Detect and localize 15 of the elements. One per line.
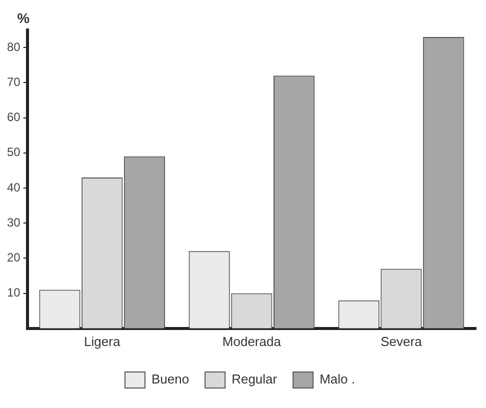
legend-label: Bueno bbox=[151, 372, 190, 387]
y-axis-title: % bbox=[17, 10, 30, 26]
y-tick-label: 80 bbox=[6, 40, 21, 54]
y-tick-label: 50 bbox=[6, 145, 21, 160]
x-tick-label: Moderada bbox=[222, 334, 282, 349]
y-tick-label: 60 bbox=[6, 110, 21, 124]
x-tick-label: Ligera bbox=[84, 334, 121, 349]
y-tick-label: 30 bbox=[6, 215, 21, 230]
y-tick-label: 70 bbox=[6, 74, 21, 89]
legend-label: Regular bbox=[232, 372, 278, 387]
y-tick-label: 40 bbox=[6, 180, 21, 194]
legend-label: Malo . bbox=[320, 372, 356, 387]
x-tick-label: Severa bbox=[380, 334, 423, 349]
y-tick-label: 10 bbox=[6, 286, 21, 300]
y-tick-label: 20 bbox=[6, 250, 21, 264]
